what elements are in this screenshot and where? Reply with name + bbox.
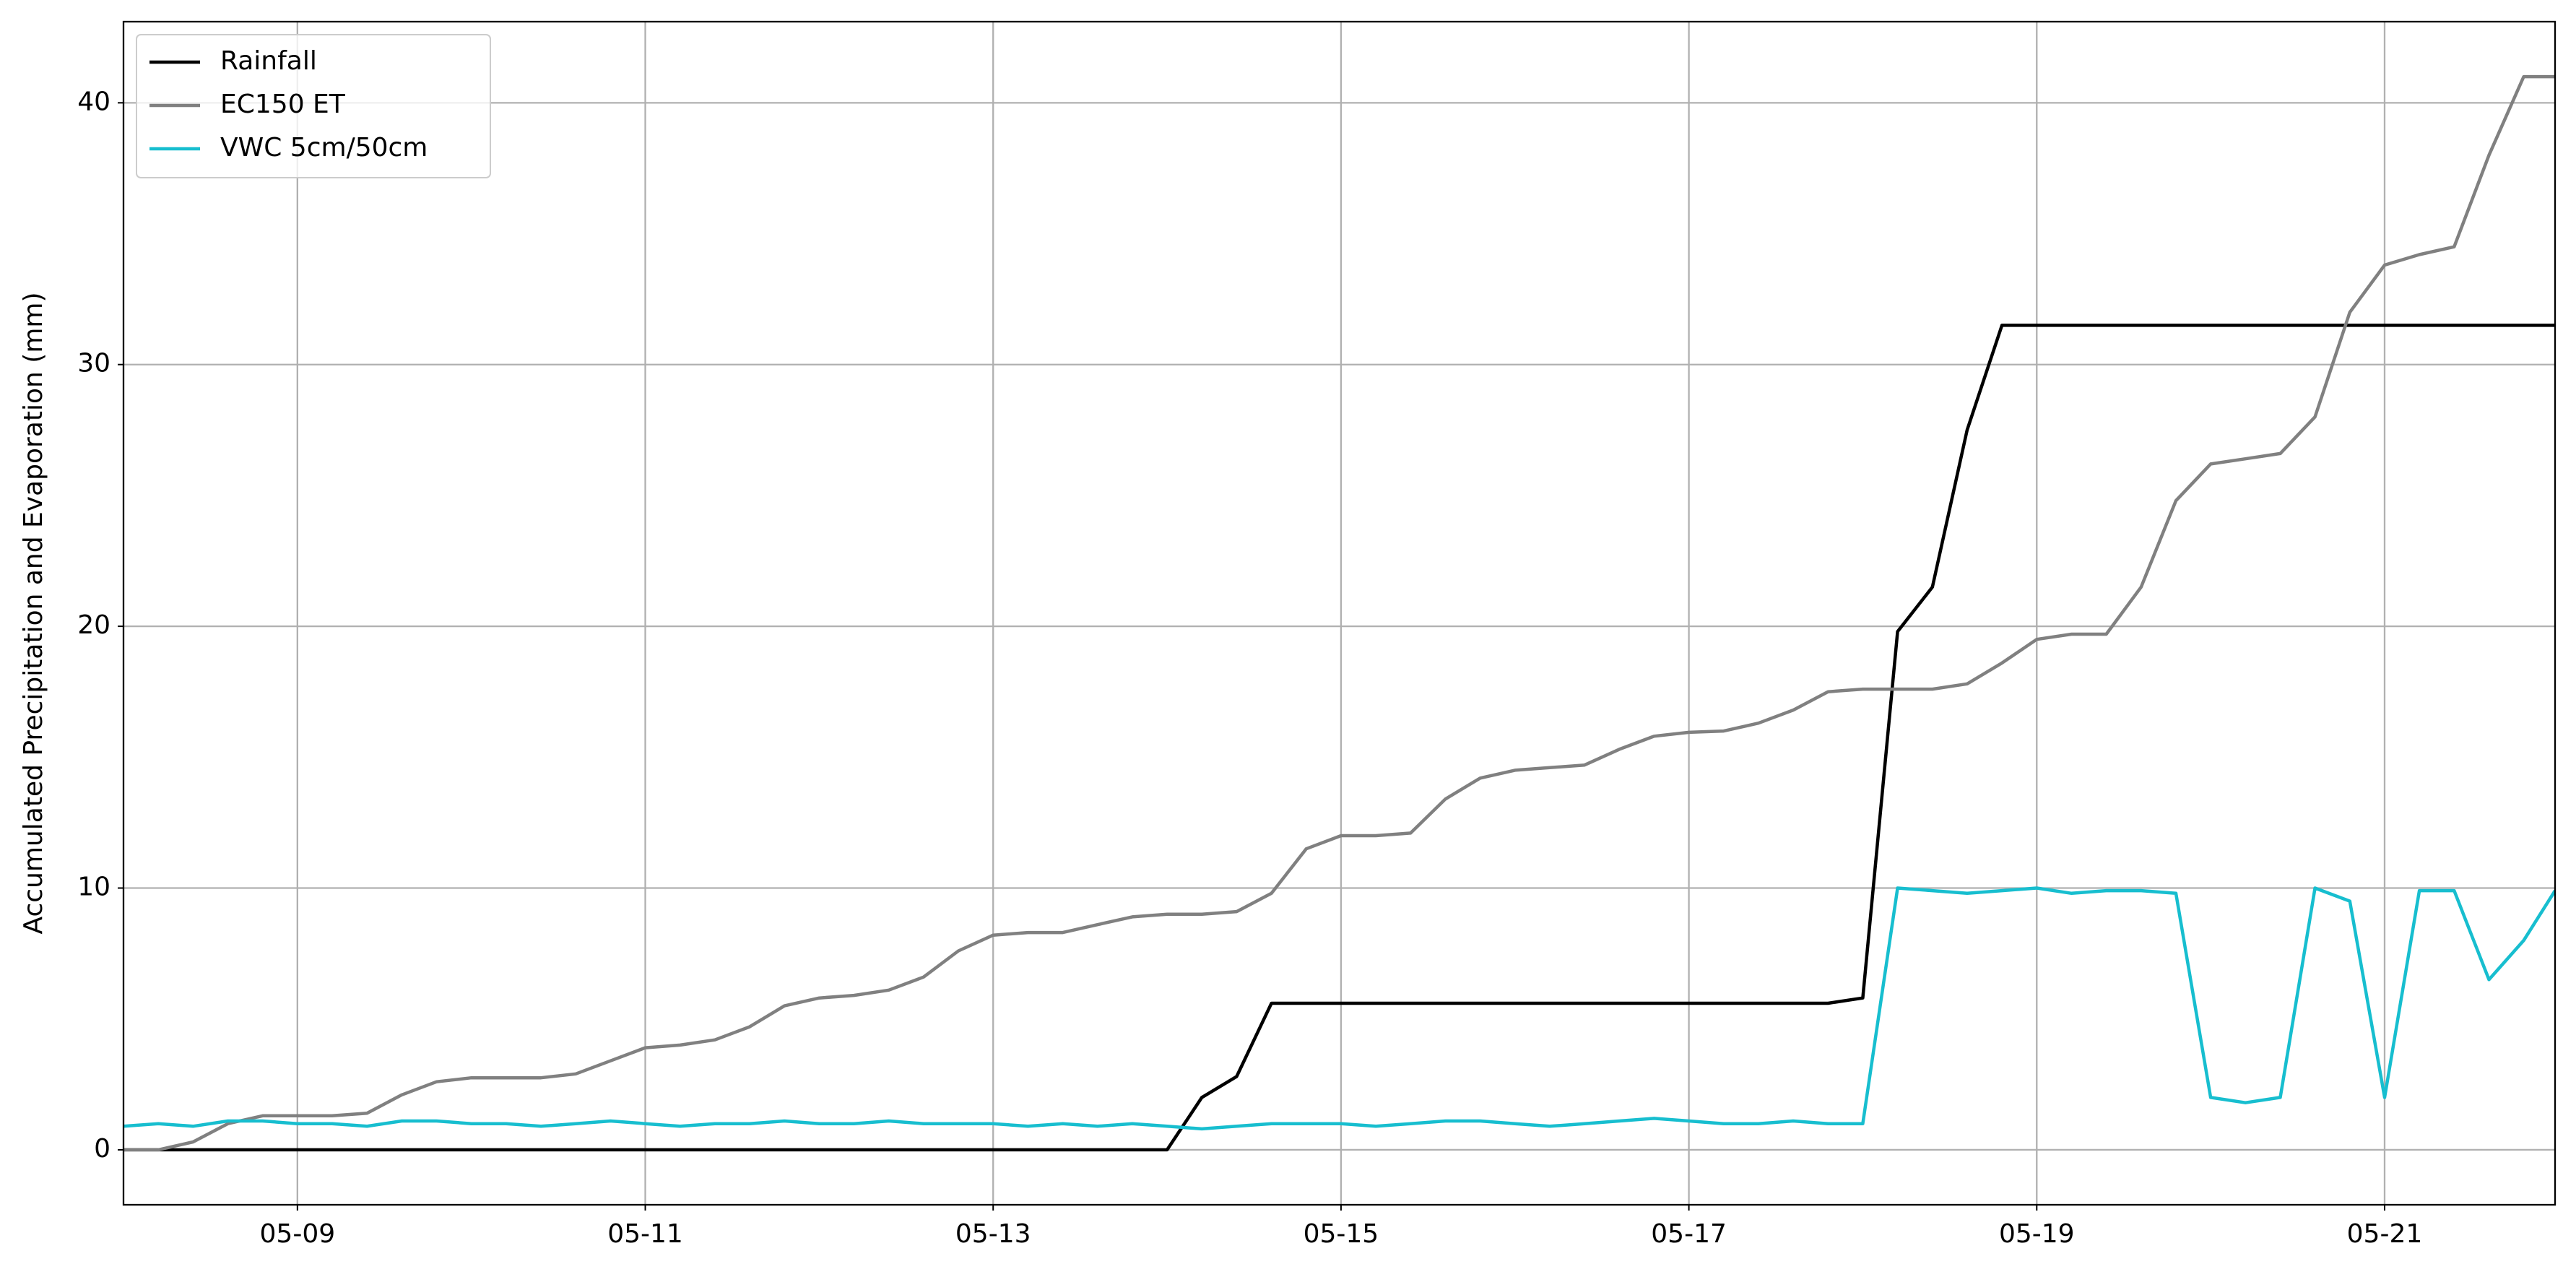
plot-area [123,74,2555,1152]
x-tick-label: 05-21 [2347,1219,2423,1249]
x-tick-label: 05-15 [1304,1219,1379,1249]
y-tick-label: 40 [77,87,110,116]
x-tick-label: 05-17 [1651,1219,1727,1249]
y-tick-label: 10 [77,873,110,902]
x-tick-label: 05-09 [260,1219,336,1249]
y-tick-label: 20 [77,610,110,640]
legend-label: Rainfall [220,46,317,76]
series-line [123,74,2555,1152]
series-line [123,324,2555,1152]
y-tick-label: 0 [94,1134,110,1164]
legend-label: EC150 ET [220,90,346,119]
y-tick-label: 30 [77,349,110,378]
legend-label: VWC 5cm/50cm [220,133,428,163]
x-tick-label: 05-19 [1999,1219,2075,1249]
series-line [123,886,2555,1131]
plot-frame [122,20,2557,1206]
x-tick-label: 05-11 [607,1219,683,1249]
y-axis-label: Accumulated Precipitation and Evaporatio… [19,292,48,934]
x-tick-label: 05-13 [955,1219,1031,1249]
legend-box [136,34,491,178]
